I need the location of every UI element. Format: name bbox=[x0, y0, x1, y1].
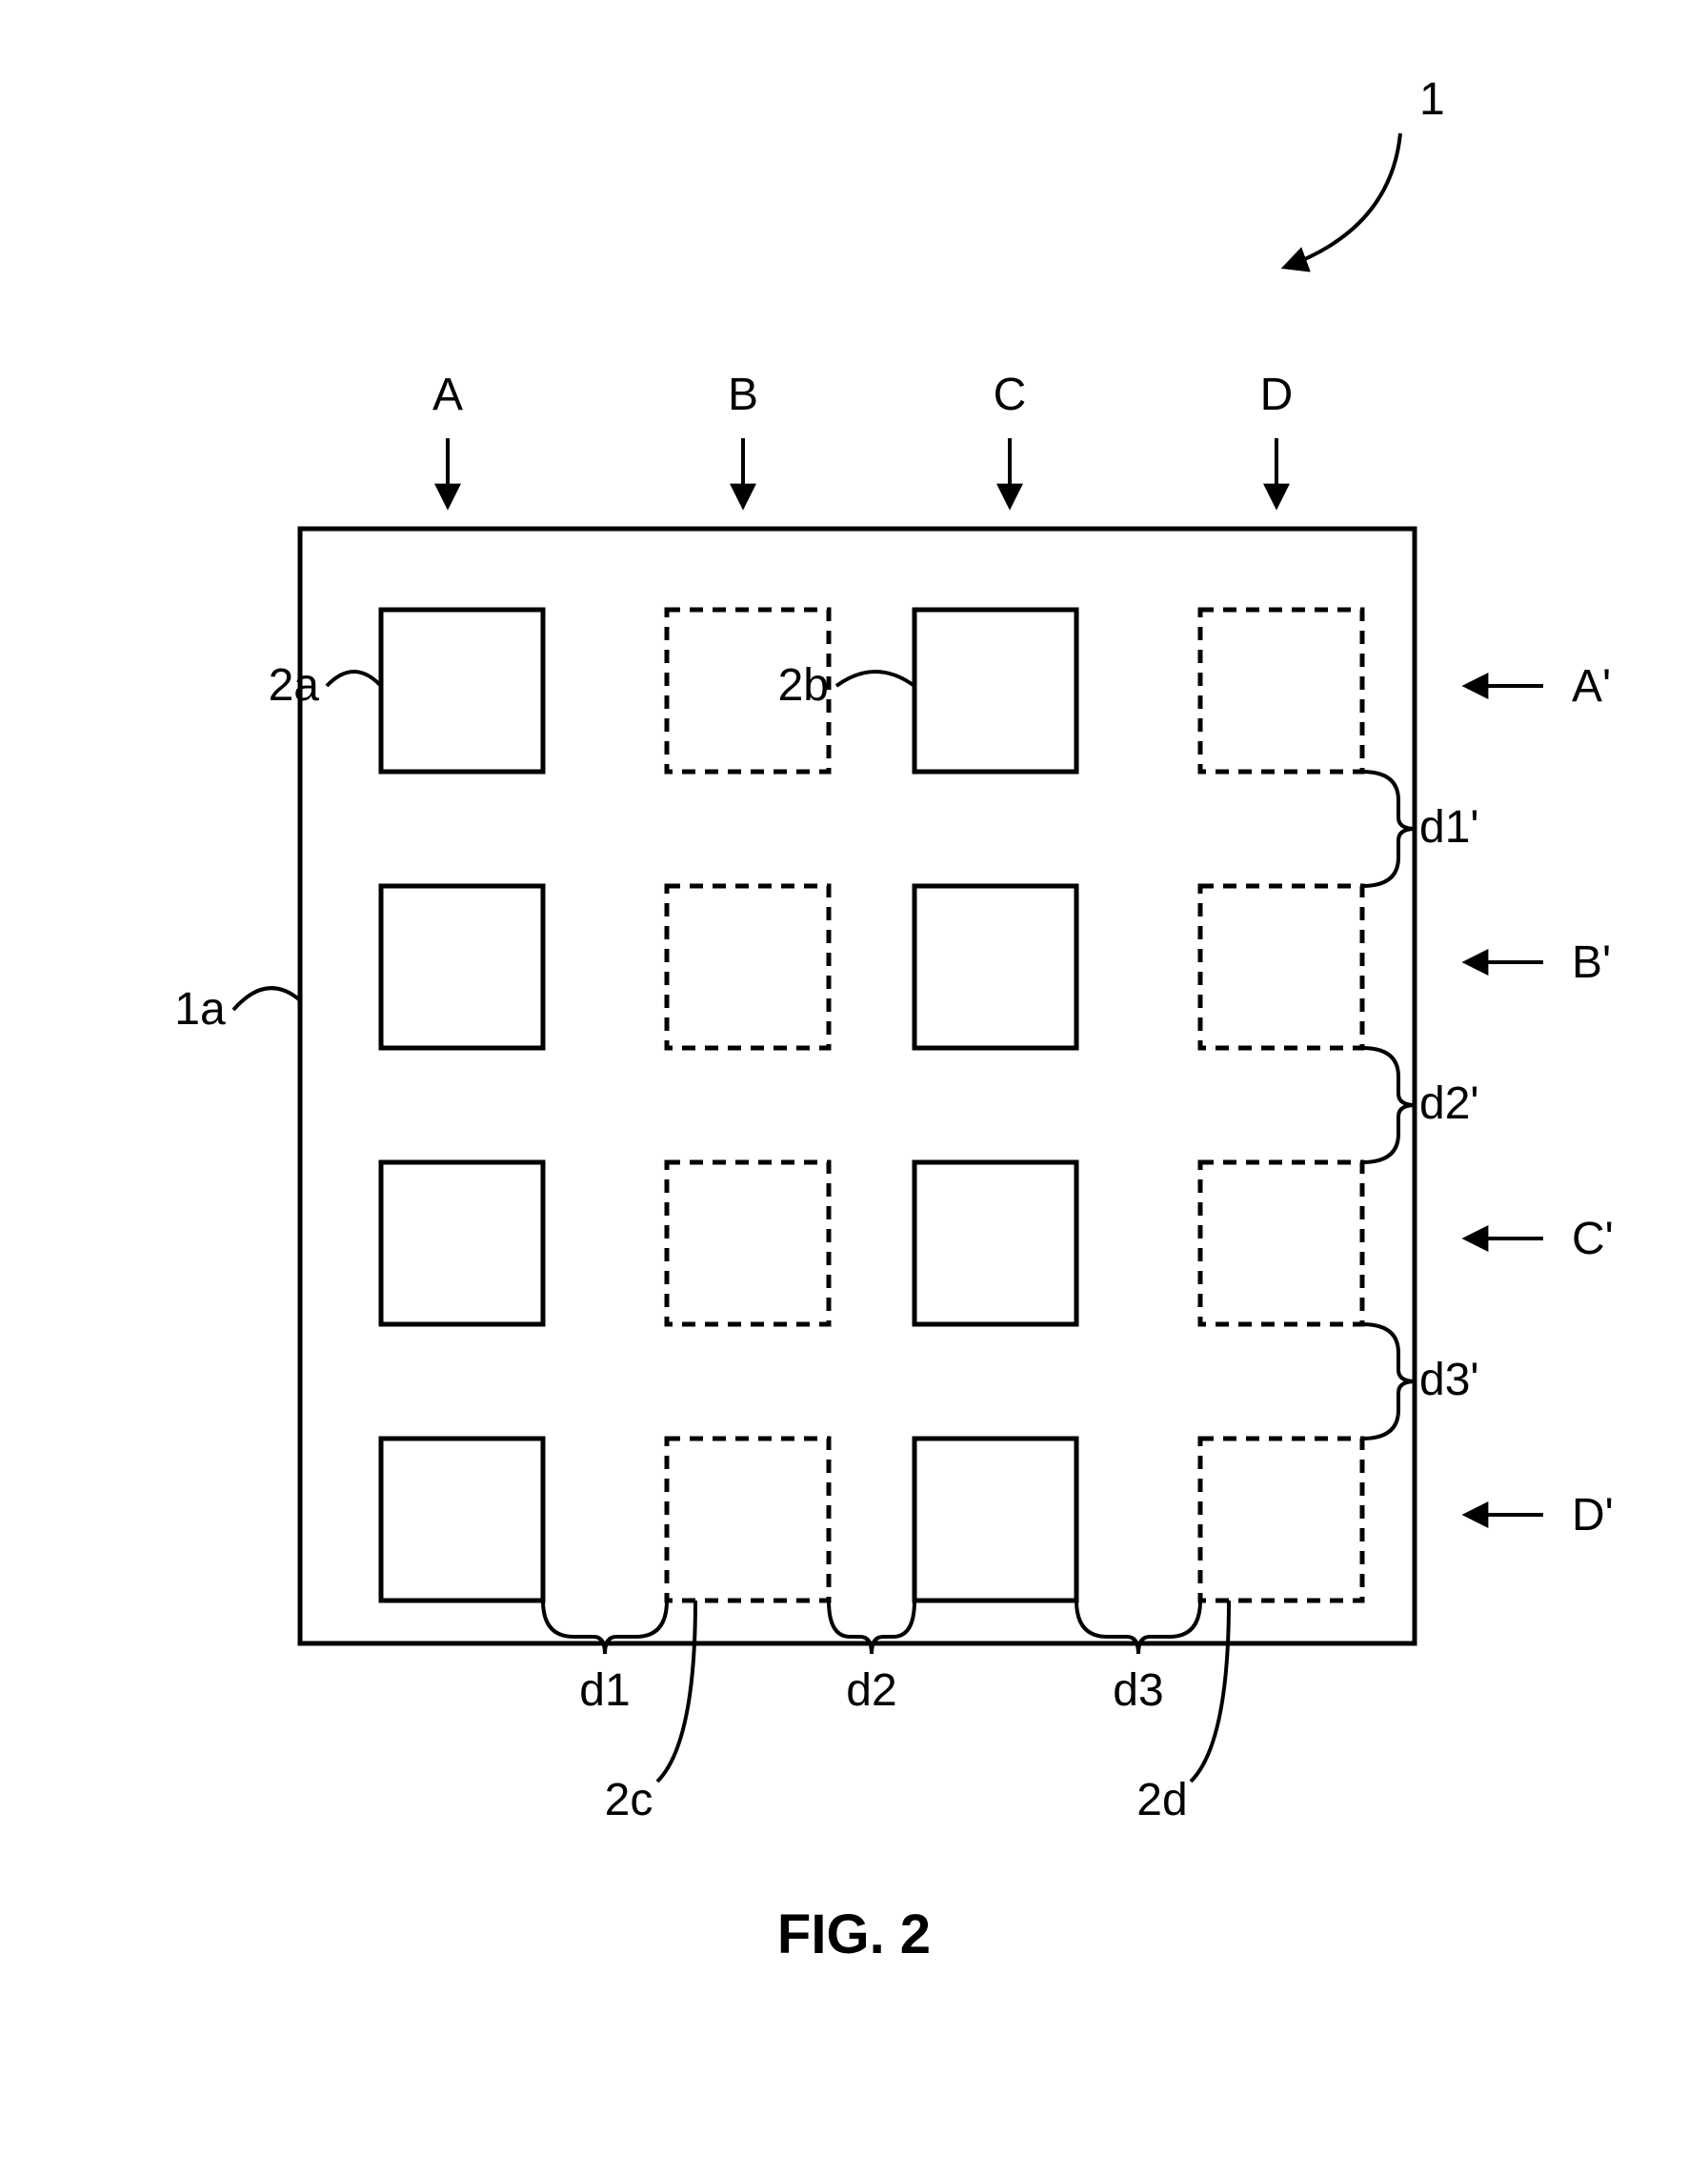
row-label-D': D' bbox=[1572, 1490, 1614, 1541]
figure-caption: FIG. 2 bbox=[777, 1903, 931, 1965]
col-label-A: A bbox=[432, 370, 463, 420]
callout-2a: 2a bbox=[269, 660, 320, 711]
row-label-B': B' bbox=[1572, 937, 1611, 988]
col-label-D: D bbox=[1260, 370, 1294, 420]
vbrace-label-d1': d1' bbox=[1419, 802, 1479, 853]
vbrace-label-d2': d2' bbox=[1419, 1078, 1479, 1129]
hbrace-label-d2: d2 bbox=[846, 1665, 896, 1716]
hbrace-label-d3: d3 bbox=[1113, 1665, 1163, 1716]
row-label-A': A' bbox=[1572, 661, 1611, 712]
vbrace-label-d3': d3' bbox=[1419, 1355, 1479, 1405]
row-label-C': C' bbox=[1572, 1214, 1614, 1264]
callout-2c: 2c bbox=[605, 1775, 653, 1825]
col-label-C: C bbox=[994, 370, 1027, 420]
callout-1a: 1a bbox=[174, 984, 226, 1035]
col-label-B: B bbox=[728, 370, 758, 420]
callout-2b: 2b bbox=[778, 660, 829, 711]
ref-1-label: 1 bbox=[1419, 74, 1445, 125]
hbrace-label-d1: d1 bbox=[579, 1665, 630, 1716]
callout-2d: 2d bbox=[1136, 1775, 1187, 1825]
